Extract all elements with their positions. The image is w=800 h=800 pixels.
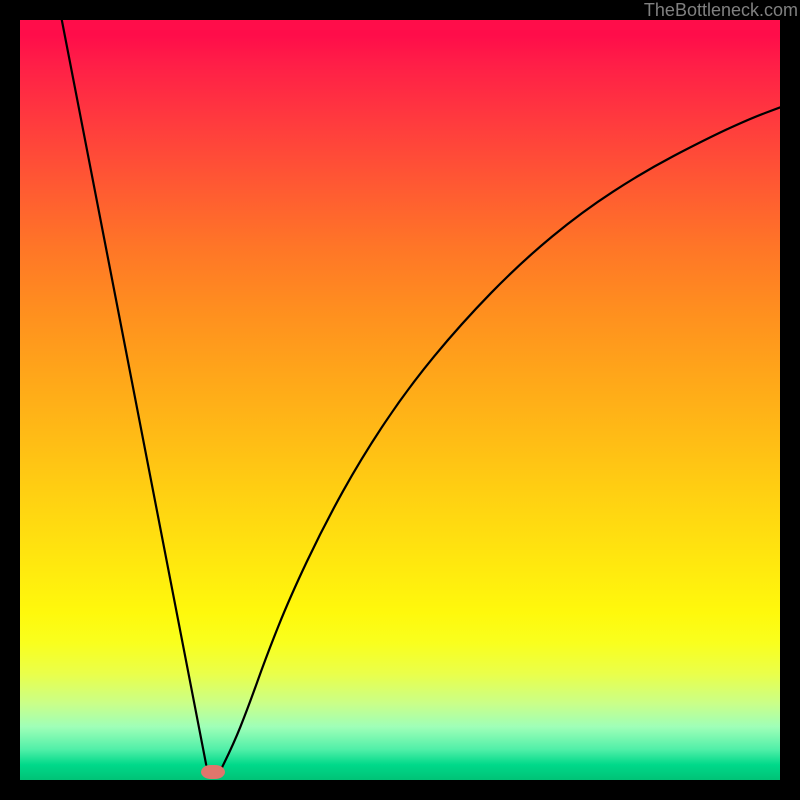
watermark-text: TheBottleneck.com (644, 0, 798, 21)
optimum-marker (201, 765, 225, 779)
bottleneck-chart (20, 20, 780, 780)
curve-path (62, 20, 780, 769)
bottleneck-curve (20, 20, 780, 780)
